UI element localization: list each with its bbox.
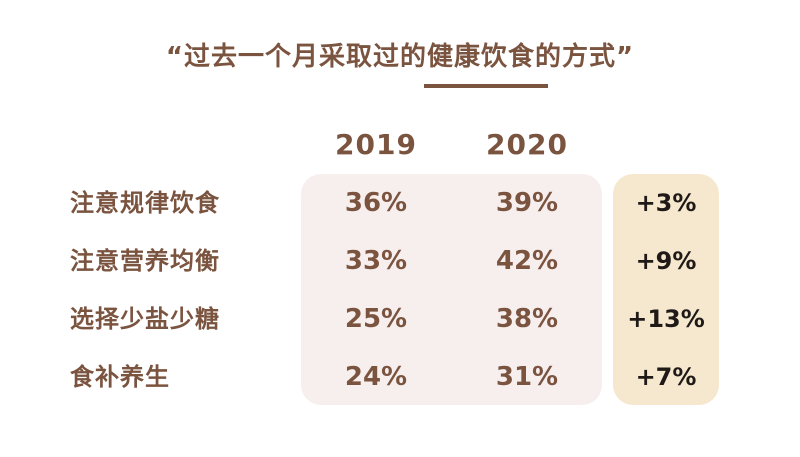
table-row: 选择少盐少糖 25% 38% +13% bbox=[0, 299, 800, 339]
value-2019: 25% bbox=[344, 304, 408, 334]
row-label: 注意规律饮食 bbox=[70, 189, 220, 217]
table-row: 注意规律饮食 36% 39% +3% bbox=[0, 183, 800, 223]
value-2020: 39% bbox=[495, 188, 559, 218]
column-header-2020: 2020 bbox=[486, 128, 568, 161]
change-value: +7% bbox=[635, 363, 697, 391]
table-row: 注意营养均衡 33% 42% +9% bbox=[0, 241, 800, 281]
change-value: +9% bbox=[635, 247, 697, 275]
change-value: +3% bbox=[635, 189, 697, 217]
table-row: 食补养生 24% 31% +7% bbox=[0, 357, 800, 397]
column-header-2019: 2019 bbox=[335, 128, 417, 161]
value-2019: 36% bbox=[344, 188, 408, 218]
chart-title: “过去一个月采取过的健康饮食的方式” bbox=[165, 42, 635, 72]
change-value: +13% bbox=[627, 305, 705, 333]
values-panel bbox=[301, 174, 602, 405]
row-label: 注意营养均衡 bbox=[70, 247, 220, 275]
title-underline bbox=[424, 84, 548, 88]
change-panel bbox=[613, 174, 719, 405]
value-2020: 31% bbox=[495, 362, 559, 392]
row-label: 选择少盐少糖 bbox=[70, 305, 220, 333]
row-label: 食补养生 bbox=[70, 363, 170, 391]
value-2020: 38% bbox=[495, 304, 559, 334]
value-2019: 24% bbox=[344, 362, 408, 392]
value-2020: 42% bbox=[495, 246, 559, 276]
value-2019: 33% bbox=[344, 246, 408, 276]
